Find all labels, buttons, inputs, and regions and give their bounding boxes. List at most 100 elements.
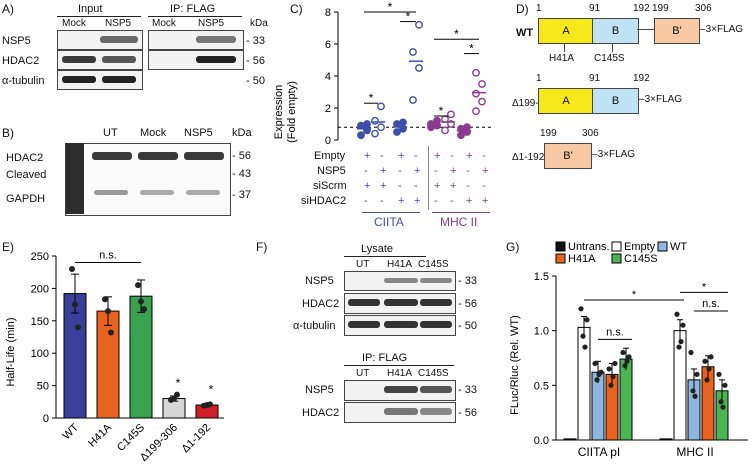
e-y-tick-label: 50 <box>37 381 49 393</box>
panel-c-label: C) <box>290 2 303 16</box>
e-data-point <box>108 329 114 336</box>
mock-label-b: Mock <box>140 127 167 139</box>
f-col-c145s: C145S <box>418 259 449 270</box>
c-condition-sign: - <box>434 165 438 177</box>
f-ip-col-c145s: C145S <box>418 368 449 379</box>
del2-n306: 306 <box>582 128 599 139</box>
f-ip-col-h41a: H41A <box>387 368 413 379</box>
c-condition-sign: - <box>482 150 486 162</box>
c-ylabel1: Expression <box>273 85 285 139</box>
marker-56: - 56 <box>246 55 265 67</box>
c-condition-sign: - <box>364 195 368 207</box>
g-y-tick-label: 1.5 <box>534 271 549 283</box>
f-col-ut: UT <box>356 259 370 270</box>
g-data-point <box>580 333 586 339</box>
c-condition-sign: - <box>450 150 454 162</box>
g-data-point <box>620 349 626 356</box>
ut-label: UT <box>103 127 118 139</box>
c-data-point <box>377 102 385 111</box>
panel-e-label: E) <box>2 240 14 254</box>
row-hdac2: HDAC2 <box>2 55 40 67</box>
c-ylabel2: (Fold empty) <box>286 81 298 143</box>
row-gapdh: GAPDH <box>6 193 46 205</box>
g-y-tick-label: 1.0 <box>534 326 549 338</box>
g-data-point <box>674 311 680 317</box>
c-data-point <box>399 118 407 127</box>
cond-siscrm: siScrm <box>313 180 347 192</box>
c-condition-sign: - <box>380 195 384 207</box>
group-ciita: CIITA <box>374 215 404 229</box>
e-category-label: H41A <box>86 421 114 449</box>
c-condition-sign: - <box>398 180 402 192</box>
g-data-point <box>694 371 700 377</box>
g-ns-label: n.s. <box>702 298 720 310</box>
c-condition-sign: - <box>466 180 470 192</box>
wt-n192: 192 <box>633 3 650 14</box>
g-data-point <box>678 339 684 345</box>
marker-33: - 33 <box>246 35 265 47</box>
g-data-point <box>688 349 694 356</box>
c-data-point <box>463 123 471 132</box>
c-sig-star: * <box>388 0 393 14</box>
domain-a: A <box>538 18 594 44</box>
g-legend-label: WT <box>670 241 687 253</box>
domain-bprime: B' <box>654 18 700 44</box>
wt-label: WT <box>516 27 534 39</box>
c-data-point <box>409 48 417 56</box>
c-condition-sign: + <box>434 180 441 192</box>
f-row-nsp5: NSP5 <box>305 275 334 287</box>
row-tubulin: α-tubulin <box>2 75 45 87</box>
wt-n199: 199 <box>652 3 669 14</box>
g-legend-swatch <box>611 241 622 252</box>
panel-d-label: D) <box>516 2 529 16</box>
c-condition-sign: + <box>380 165 387 177</box>
input-header: Input <box>78 3 103 15</box>
g-bar <box>577 326 591 441</box>
e-data-point <box>138 298 144 305</box>
c-data-point <box>441 126 449 135</box>
e-category-label: Δ1-192 <box>180 422 214 456</box>
e-bar <box>96 310 120 419</box>
g-y-tick-label: 0.0 <box>534 435 549 447</box>
f-ip-marker-33: - 33 <box>458 384 477 396</box>
c-condition-sign: - <box>434 195 438 207</box>
group-mhcii: MHC II <box>440 215 478 229</box>
e-y-tick-label: 100 <box>31 348 49 360</box>
c-condition-sign: + <box>450 180 457 192</box>
lysate-header: Lysate <box>361 243 394 255</box>
del2-label: Δ1-192 <box>512 152 545 163</box>
c-data-point <box>472 89 480 98</box>
g-data-point <box>598 369 604 375</box>
wt-n306: 306 <box>695 3 712 14</box>
del1-domain-b: B <box>592 88 639 114</box>
panel-g-label: G) <box>506 240 520 254</box>
f-ip-row-hdac2: HDAC2 <box>302 407 340 419</box>
e-data-point <box>72 301 78 308</box>
g-data-point <box>690 388 696 394</box>
g-data-point <box>606 366 612 372</box>
c-data-point <box>393 128 401 136</box>
marker-50: - 50 <box>246 75 265 87</box>
marker-b-43: - 43 <box>232 168 251 180</box>
c-sig-star: * <box>469 42 474 56</box>
g-sig-star: * <box>632 289 637 301</box>
c-condition-sign: + <box>398 150 405 162</box>
cond-nsp5: NSP5 <box>317 165 346 177</box>
c-condition-sign: - <box>364 165 368 177</box>
c-data-point <box>447 110 455 119</box>
e-y-tick-label: 200 <box>31 283 49 295</box>
g-data-point <box>594 377 600 383</box>
del1-flag: –3×FLAG <box>639 94 683 105</box>
c-sig-star: * <box>439 104 444 118</box>
c-condition-sign: + <box>414 165 421 177</box>
del2-domain-bprime: B' <box>544 143 592 169</box>
c-condition-sign: + <box>380 180 387 192</box>
g-data-point <box>676 344 682 350</box>
g-data-point <box>624 358 630 364</box>
g-data-point <box>704 377 710 383</box>
e-data-point <box>105 308 111 315</box>
kda-label: kDa <box>250 18 268 29</box>
c-data-point <box>415 20 423 29</box>
g-data-point <box>706 366 712 372</box>
f-ip-col-ut: UT <box>356 368 370 379</box>
